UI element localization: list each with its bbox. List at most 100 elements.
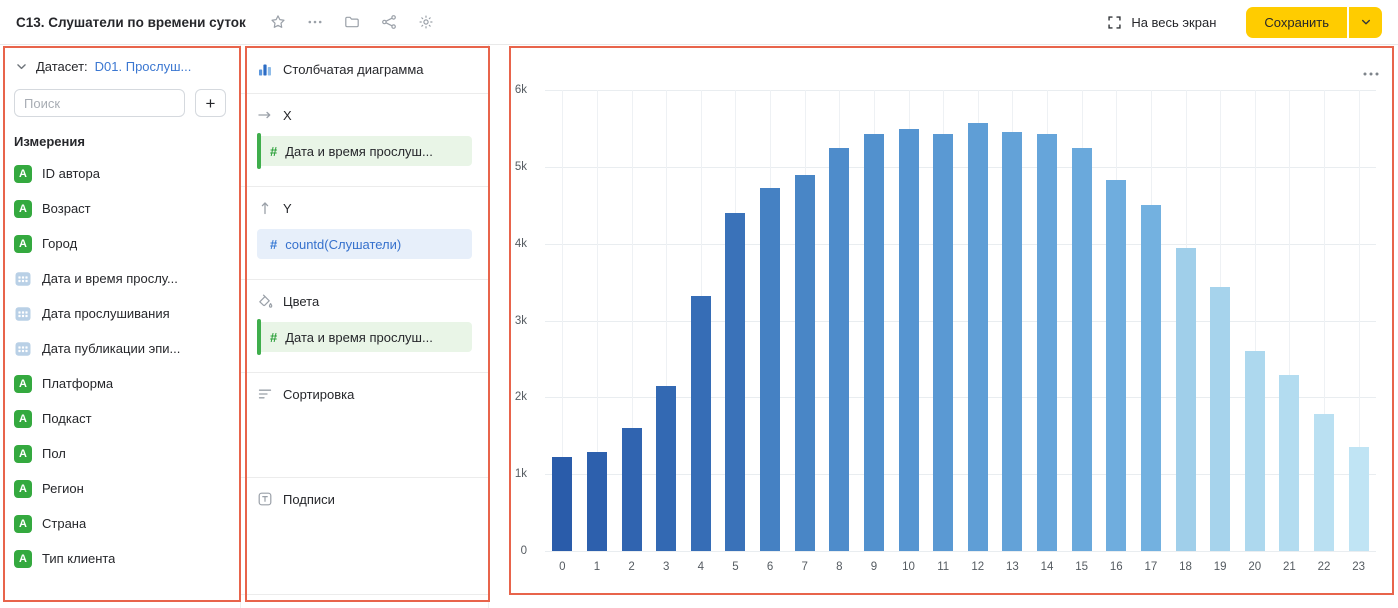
bar[interactable] — [725, 212, 746, 551]
chart-column — [684, 90, 719, 551]
x-tick-label: 12 — [971, 561, 985, 573]
chart-column — [545, 90, 580, 551]
section-header: X — [257, 107, 472, 123]
section-label: Подписи — [283, 491, 335, 507]
string-type-icon: A — [14, 374, 32, 393]
bar[interactable] — [586, 451, 607, 551]
y-tick-label: 6k — [514, 84, 527, 96]
bar[interactable] — [898, 129, 919, 551]
dataset-link[interactable]: D01. Прослуш... — [94, 59, 192, 74]
chart-column — [1134, 90, 1169, 551]
bar[interactable] — [760, 187, 781, 551]
y-tick-label: 2k — [514, 391, 527, 404]
dimension-list: A ID автора A Возраст A Город Дата и время про… — [14, 156, 226, 576]
bar[interactable] — [1244, 351, 1265, 551]
dataset-field[interactable]: A Пол — [14, 436, 226, 471]
dataset-field[interactable]: A Регион — [14, 471, 226, 506]
dataset-field[interactable]: A Город — [14, 226, 226, 261]
chart-column — [649, 90, 684, 551]
x-tick-label: 23 — [1352, 561, 1366, 573]
hash-icon: # — [270, 329, 278, 345]
x-tick-label: 5 — [732, 561, 739, 573]
bar[interactable] — [1071, 147, 1092, 551]
gridline — [545, 90, 1376, 91]
bar[interactable] — [933, 133, 954, 551]
chevron-down-icon[interactable] — [14, 59, 29, 74]
x-tick-label: 18 — [1179, 561, 1192, 573]
chart-column — [1099, 90, 1134, 551]
share-icon[interactable] — [381, 14, 397, 30]
x-tick-label: 22 — [1317, 561, 1331, 573]
gridline — [1289, 90, 1291, 551]
bar[interactable] — [552, 456, 573, 551]
fullscreen-label: На весь экран — [1131, 14, 1217, 30]
dataset-field[interactable]: A ID автора — [14, 156, 226, 191]
bar[interactable] — [1037, 133, 1058, 551]
section-y: Y # countd(Слушатели) — [241, 186, 488, 279]
chart-more-button[interactable] — [1362, 65, 1380, 86]
bar[interactable] — [794, 175, 815, 551]
field-label: Дата и время прослу... — [42, 271, 178, 286]
gridline — [545, 320, 1376, 322]
save-dropdown-button[interactable] — [1349, 6, 1382, 38]
top-toolbar: C13. Слушатели по времени суток На весь … — [0, 0, 1398, 45]
dataset-field[interactable]: Дата и время прослу... — [14, 261, 226, 296]
bar[interactable] — [1279, 375, 1300, 551]
toolbar-icon-group — [270, 14, 434, 30]
dataset-field[interactable]: A Тип клиента — [14, 541, 226, 576]
more-icon[interactable] — [307, 14, 323, 30]
y-tick-label: 5k — [514, 160, 527, 173]
dataset-field[interactable]: Дата прослушивания — [14, 296, 226, 331]
bar[interactable] — [1002, 132, 1023, 551]
x-tick-label: 11 — [937, 561, 950, 573]
x-axis: 0 1 2 3 4 5 6 7 8 9 10 11 12 13 14 15 16 17 18 19 20 21 22 23 — [545, 561, 1376, 573]
chip-label: Дата и время прослуш... — [285, 143, 433, 159]
bar[interactable] — [863, 133, 884, 551]
dataset-field[interactable]: A Подкаст — [14, 401, 226, 436]
bar[interactable] — [656, 385, 677, 551]
fullscreen-button[interactable]: На весь экран — [1107, 15, 1216, 30]
bar[interactable] — [1210, 287, 1231, 551]
field-label: Подкаст — [42, 411, 92, 426]
bar[interactable] — [1175, 247, 1196, 551]
bar[interactable] — [621, 428, 642, 551]
gear-icon[interactable] — [418, 14, 434, 30]
plot-area — [545, 90, 1376, 552]
chart-type-selector[interactable]: Столбчатая диаграмма — [241, 45, 488, 93]
field-chip[interactable]: # Дата и время прослуш... — [257, 133, 472, 169]
dataset-field[interactable]: A Платформа — [14, 366, 226, 401]
bar[interactable] — [1348, 447, 1369, 551]
chart-column — [926, 90, 961, 551]
dataset-row: Датасет: D01. Прослуш... — [14, 59, 226, 74]
x-tick-label: 20 — [1248, 561, 1262, 573]
dataset-field[interactable]: Дата публикации эпи... — [14, 331, 226, 366]
add-field-button[interactable]: + — [195, 89, 226, 117]
gridline — [545, 166, 1376, 168]
dataset-field[interactable]: A Возраст — [14, 191, 226, 226]
search-input[interactable] — [14, 89, 185, 117]
gridline — [666, 90, 668, 551]
field-chip[interactable]: # Дата и время прослуш... — [257, 319, 472, 355]
y-axis-icon — [257, 200, 273, 216]
x-tick-label: 8 — [836, 561, 843, 573]
gridline — [1358, 90, 1360, 551]
string-type-icon: A — [14, 164, 32, 183]
bar[interactable] — [1140, 205, 1161, 551]
field-chip[interactable]: # countd(Слушатели) — [257, 229, 472, 259]
calendar-icon — [14, 305, 32, 323]
string-type-icon: A — [14, 479, 32, 498]
chart-column — [718, 90, 753, 551]
bar[interactable] — [967, 123, 988, 551]
save-button[interactable]: Сохранить — [1246, 6, 1347, 38]
chart-column — [580, 90, 615, 551]
bar[interactable] — [690, 295, 711, 551]
y-axis: 0 1k 2k 3k 4k 5k 6k — [489, 84, 537, 557]
bar[interactable] — [1106, 179, 1127, 551]
star-icon[interactable] — [270, 14, 286, 30]
bar[interactable] — [829, 147, 850, 551]
folder-icon[interactable] — [344, 14, 360, 30]
dataset-field[interactable]: A Страна — [14, 506, 226, 541]
section-label: X — [283, 107, 292, 123]
bar[interactable] — [1314, 414, 1335, 551]
field-label: Тип клиента — [42, 551, 116, 566]
